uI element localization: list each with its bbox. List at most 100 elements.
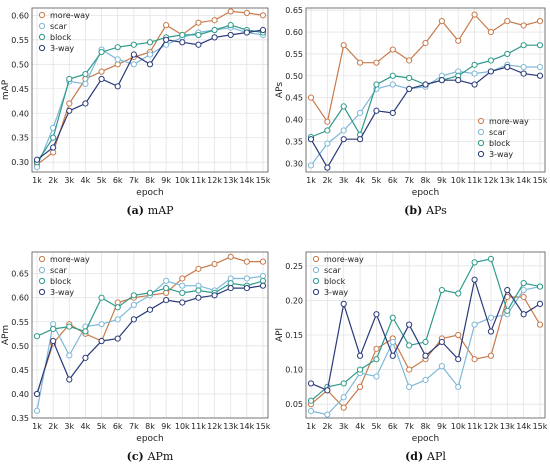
data-point-more-way xyxy=(195,19,202,26)
data-point-block xyxy=(98,294,105,301)
y-tick-label: 0.30 xyxy=(11,158,29,167)
data-point-more-way xyxy=(536,18,544,25)
data-point-3-way xyxy=(146,306,154,313)
x-tick-label: 12k xyxy=(484,176,499,185)
data-point-more-way xyxy=(438,18,445,25)
legend-marker-scar xyxy=(38,266,46,274)
data-point-3-way xyxy=(259,282,267,289)
data-point-more-way xyxy=(163,22,170,29)
x-tick-label: 12k xyxy=(484,422,499,431)
panel-caption: (a) mAP xyxy=(126,204,174,217)
x-axis-label: epoch xyxy=(136,188,163,198)
x-tick-label: 7k xyxy=(404,176,414,185)
x-tick-label: 10k xyxy=(451,176,466,185)
x-tick-label: 14k xyxy=(516,422,531,431)
data-point-block xyxy=(520,280,527,287)
y-axis-label: APl xyxy=(275,328,285,342)
data-point-3-way xyxy=(487,328,495,335)
data-point-3-way xyxy=(33,390,41,398)
data-point-block xyxy=(33,333,41,340)
data-point-block xyxy=(50,134,57,141)
x-tick-label: 10k xyxy=(175,176,190,185)
x-tick-label: 15k xyxy=(256,422,271,431)
data-point-block xyxy=(114,44,121,51)
legend-marker-more-way xyxy=(38,255,46,263)
x-tick-label: 4k xyxy=(81,176,91,185)
legend: more-way scar block 3-way xyxy=(477,117,529,159)
data-point-more-way xyxy=(487,352,495,359)
data-point-3-way xyxy=(356,136,364,143)
x-tick-label: 1k xyxy=(306,176,316,185)
data-point-block xyxy=(487,255,495,263)
data-point-more-way xyxy=(324,118,331,125)
y-tick-label: 0.55 xyxy=(285,50,303,59)
data-point-more-way xyxy=(66,100,73,107)
y-tick-label: 0.65 xyxy=(285,6,303,15)
legend-label: block xyxy=(50,277,72,286)
data-point-more-way xyxy=(455,37,462,44)
legend-label: scar xyxy=(324,266,341,275)
plot-frame xyxy=(305,251,546,419)
x-tick-label: 14k xyxy=(239,176,254,185)
data-point-more-way xyxy=(227,253,234,260)
legend-marker-block xyxy=(38,33,46,41)
data-point-more-way xyxy=(373,345,380,352)
legend-marker-block xyxy=(477,139,485,147)
x-tick-label: 7k xyxy=(129,176,139,185)
x-tick-label: 15k xyxy=(533,422,548,431)
data-point-3-way xyxy=(114,83,121,90)
data-point-3-way xyxy=(536,72,544,79)
data-point-more-way xyxy=(259,12,267,19)
data-point-3-way xyxy=(373,311,380,318)
data-point-block xyxy=(340,380,347,387)
data-point-block xyxy=(487,57,495,64)
x-tick-label: 5k xyxy=(97,422,107,431)
y-tick-label: 0.55 xyxy=(11,318,29,327)
x-tick-label: 12k xyxy=(207,422,222,431)
y-tick-label: 0.50 xyxy=(285,72,303,81)
data-point-block xyxy=(66,323,73,330)
legend-label: scar xyxy=(50,22,67,31)
data-point-more-way xyxy=(389,46,396,53)
data-point-3-way xyxy=(195,294,202,301)
x-tick-label: 1k xyxy=(32,176,42,185)
data-point-3-way xyxy=(504,286,511,294)
x-tick-label: 5k xyxy=(97,176,107,185)
x-tick-label: 15k xyxy=(256,176,271,185)
data-point-more-way xyxy=(471,11,478,18)
legend-label: more-way xyxy=(50,11,90,20)
legend-label: 3-way xyxy=(50,288,74,297)
x-tick-label: 7k xyxy=(129,422,139,431)
data-point-scar xyxy=(422,376,429,384)
data-point-3-way xyxy=(243,284,250,292)
legend-marker-3-way xyxy=(38,44,46,52)
data-point-3-way xyxy=(243,29,250,36)
data-point-scar xyxy=(130,301,137,309)
data-point-more-way xyxy=(536,321,544,328)
y-tick-label: 0.60 xyxy=(11,294,29,303)
y-tick-label: 0.40 xyxy=(11,390,29,399)
data-point-3-way xyxy=(422,81,429,88)
chart-panel-4: 0.05 0.10 0.15 0.20 0.25 1k 2k 3k 4k 5k 6k 7k 8k 9k 10… xyxy=(275,251,548,463)
data-point-3-way xyxy=(130,51,137,58)
data-point-scar xyxy=(307,162,315,169)
data-point-3-way xyxy=(504,63,511,71)
data-point-3-way xyxy=(211,292,218,299)
data-point-block xyxy=(98,48,105,56)
x-tick-label: 2k xyxy=(48,422,58,431)
plot-frame xyxy=(305,7,546,173)
data-point-more-way xyxy=(259,258,267,265)
data-point-scar xyxy=(373,373,380,380)
chart-panel-3: 0.35 0.40 0.45 0.50 0.55 0.60 0.65 1k 2k 3k 4k 5k 6k… xyxy=(1,251,271,463)
data-point-3-way xyxy=(227,284,234,292)
caption-text: APs xyxy=(425,204,447,217)
data-point-block xyxy=(179,289,186,296)
data-point-3-way xyxy=(130,316,137,323)
data-point-scar xyxy=(389,338,396,346)
data-point-3-way xyxy=(307,380,315,387)
legend: more-way scar block 3-way xyxy=(38,255,90,297)
x-tick-label: 3k xyxy=(64,176,74,185)
data-point-block xyxy=(389,314,396,321)
y-axis-label: APs xyxy=(275,82,285,98)
